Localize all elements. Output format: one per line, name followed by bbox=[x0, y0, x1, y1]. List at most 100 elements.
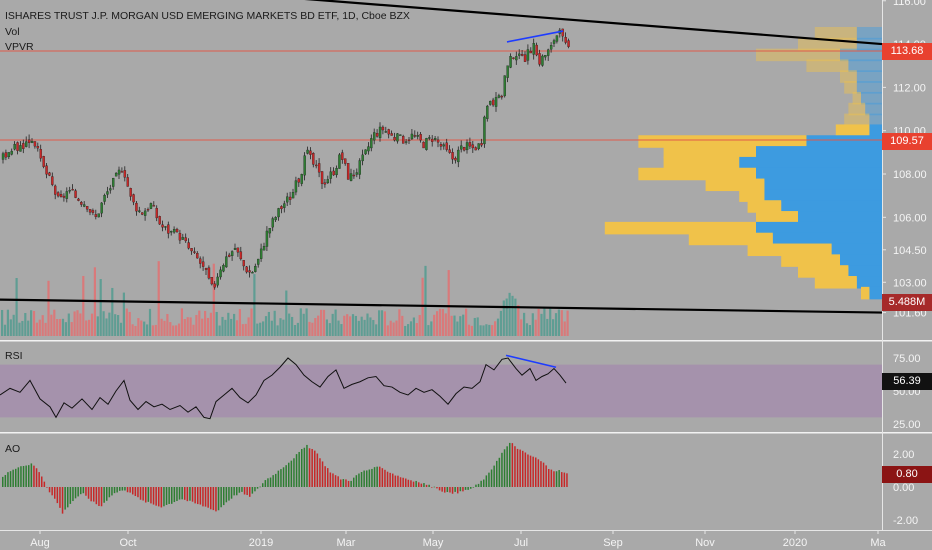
volume-bar bbox=[523, 312, 526, 336]
volume-bar bbox=[99, 279, 102, 336]
candle-up bbox=[483, 116, 486, 145]
candle-up bbox=[349, 173, 353, 181]
candle-up bbox=[509, 56, 512, 68]
ao-bar bbox=[319, 458, 321, 487]
ao-bar bbox=[418, 482, 420, 487]
ao-bar bbox=[368, 469, 371, 487]
volume-bar bbox=[291, 316, 294, 336]
price-tick-label: 112.00 bbox=[893, 82, 926, 94]
candle-down bbox=[248, 270, 251, 273]
candle-down bbox=[312, 153, 315, 165]
candle-down bbox=[451, 152, 454, 160]
candle-down bbox=[135, 202, 138, 212]
volume-bar bbox=[244, 323, 247, 336]
ao-bar bbox=[449, 487, 451, 493]
ao-bar bbox=[314, 450, 316, 487]
volume-bar bbox=[389, 320, 392, 336]
volume-bar bbox=[462, 314, 465, 336]
ao-bar bbox=[464, 487, 467, 490]
vpvr-indicator-label[interactable]: VPVR bbox=[5, 41, 34, 53]
ao-indicator-label[interactable]: AO bbox=[5, 443, 21, 455]
ao-bar bbox=[207, 487, 209, 508]
vpvr-down-bar bbox=[705, 178, 765, 192]
candle-down bbox=[36, 146, 40, 149]
candle-down bbox=[39, 149, 42, 159]
candle-up bbox=[552, 40, 556, 44]
candle-down bbox=[74, 190, 77, 198]
volume-bar bbox=[296, 322, 299, 336]
volume-bar bbox=[302, 313, 305, 336]
vpvr-down-bar bbox=[638, 167, 756, 181]
ao-bar bbox=[306, 444, 308, 487]
volume-bar bbox=[134, 325, 137, 336]
lower-trendline bbox=[0, 298, 883, 314]
ao-bar bbox=[519, 449, 521, 487]
ao-bar bbox=[321, 461, 324, 487]
candle-down bbox=[152, 205, 156, 207]
candle-down bbox=[132, 194, 135, 203]
volume-bar bbox=[157, 261, 160, 336]
volume-bar bbox=[67, 313, 70, 336]
ao-histogram bbox=[2, 442, 568, 514]
candle-down bbox=[523, 54, 527, 62]
ao-bar bbox=[210, 487, 212, 510]
ao-bar bbox=[545, 465, 547, 487]
ao-bar bbox=[111, 487, 113, 496]
candle-up bbox=[268, 228, 272, 234]
candle-down bbox=[56, 192, 60, 197]
candle-up bbox=[361, 154, 364, 162]
ao-value-badge: 0.80 bbox=[882, 466, 932, 483]
volume-bar bbox=[24, 312, 27, 336]
vpvr-up-bar bbox=[739, 156, 882, 170]
ao-bar bbox=[311, 448, 313, 487]
volume-bar bbox=[50, 314, 53, 336]
candle-down bbox=[431, 138, 434, 142]
volume-bar bbox=[380, 310, 384, 336]
candle-up bbox=[25, 141, 28, 147]
vol-indicator-label[interactable]: Vol bbox=[5, 26, 20, 38]
ao-bar bbox=[301, 449, 303, 487]
time-axis-label: Ma bbox=[870, 537, 886, 549]
ao-bar bbox=[514, 446, 516, 487]
ao-bar bbox=[124, 487, 126, 491]
candle-down bbox=[474, 147, 477, 151]
ao-bar bbox=[7, 472, 9, 487]
ao-bar bbox=[483, 479, 485, 487]
vpvr-up-bar bbox=[869, 113, 882, 127]
volume-bar bbox=[473, 317, 476, 336]
ao-bar bbox=[251, 487, 254, 494]
ao-bar bbox=[334, 475, 337, 487]
price-tick-label: 116.00 bbox=[893, 0, 926, 8]
candle-up bbox=[138, 210, 141, 212]
candle-down bbox=[500, 95, 504, 98]
volume-bar bbox=[465, 308, 468, 336]
candle-down bbox=[407, 139, 411, 142]
ao-bar bbox=[535, 457, 537, 487]
ao-bar bbox=[82, 487, 85, 494]
candle-up bbox=[143, 210, 147, 216]
volume-bar bbox=[76, 310, 79, 336]
candle-down bbox=[22, 143, 25, 149]
ao-bar bbox=[28, 465, 30, 487]
price-hline-badge: 109.57 bbox=[882, 133, 932, 150]
volume-bar bbox=[505, 298, 508, 336]
volume-bar bbox=[378, 310, 381, 336]
candle-down bbox=[161, 224, 164, 228]
symbol-title[interactable]: ISHARES TRUST J.P. MORGAN USD EMERGING M… bbox=[5, 10, 410, 23]
candle-down bbox=[471, 144, 475, 149]
rsi-indicator-label[interactable]: RSI bbox=[5, 350, 23, 362]
volume-bar bbox=[491, 325, 494, 336]
ao-bar bbox=[191, 487, 194, 502]
volume-bar bbox=[64, 322, 67, 336]
volume-bar bbox=[508, 292, 511, 336]
ao-bar bbox=[158, 487, 160, 507]
ao-bar bbox=[428, 484, 430, 487]
candle-up bbox=[410, 133, 414, 140]
volume-bar bbox=[201, 318, 204, 336]
ao-bar bbox=[67, 487, 69, 508]
price-divergence-line bbox=[506, 30, 564, 43]
volume-bar bbox=[102, 311, 105, 336]
volume-bar bbox=[424, 265, 427, 336]
volume-bar bbox=[349, 316, 352, 336]
